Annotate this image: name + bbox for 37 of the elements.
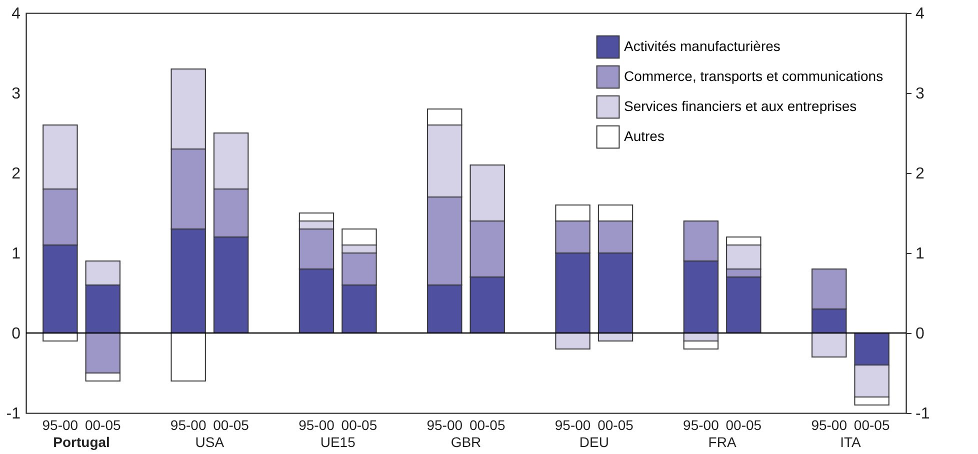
x-tick-label: 95-00 bbox=[426, 417, 463, 433]
legend-label: Activités manufacturières bbox=[624, 38, 780, 54]
y2-tick-label: 2 bbox=[916, 166, 924, 182]
x-tick-label: 95-00 bbox=[683, 417, 720, 433]
legend-label: Services financiers et aux entreprises bbox=[624, 98, 857, 114]
y2-tick-label: 1 bbox=[916, 246, 924, 262]
y-tick-label: -1 bbox=[6, 406, 21, 422]
legend-label: Commerce, transports et communications bbox=[624, 68, 884, 84]
x-tick-label: 00-05 bbox=[469, 417, 506, 433]
text: GBR bbox=[450, 434, 482, 450]
x-tick-label: 00-05 bbox=[84, 417, 122, 433]
y-tick-label: 3 bbox=[12, 86, 21, 102]
x-tick-label: 95-00 bbox=[298, 417, 335, 433]
x-tick-label: 95-00 bbox=[811, 417, 848, 433]
y-tick-label: 1 bbox=[12, 246, 21, 262]
text: Portugal bbox=[53, 434, 110, 450]
y2-tick-label: 4 bbox=[916, 6, 924, 22]
text: FRA bbox=[708, 434, 737, 450]
x-tick-label: 95-00 bbox=[554, 417, 591, 433]
text: ITA bbox=[840, 434, 862, 450]
y2-tick-label: 0 bbox=[916, 326, 924, 342]
text: UE15 bbox=[320, 434, 356, 450]
y2-tick-label: 3 bbox=[916, 86, 924, 102]
x-tick-label: 95-00 bbox=[170, 417, 206, 433]
x-tick-label: 00-05 bbox=[598, 417, 634, 433]
text: USA bbox=[195, 434, 225, 450]
y-tick-label: 2 bbox=[12, 166, 21, 182]
x-tick-label: 95-00 bbox=[42, 417, 78, 433]
text: DEU bbox=[579, 434, 609, 450]
y-tick-label: 4 bbox=[12, 6, 21, 22]
x-tick-label: 00-05 bbox=[854, 417, 890, 433]
y-tick-label: 0 bbox=[12, 326, 21, 342]
x-tick-label: 00-05 bbox=[213, 417, 250, 433]
y2-tick-label: -1 bbox=[916, 406, 930, 422]
x-tick-label: 00-05 bbox=[726, 417, 762, 433]
x-tick-label: 00-05 bbox=[341, 417, 378, 433]
legend-label: Autres bbox=[624, 128, 664, 144]
